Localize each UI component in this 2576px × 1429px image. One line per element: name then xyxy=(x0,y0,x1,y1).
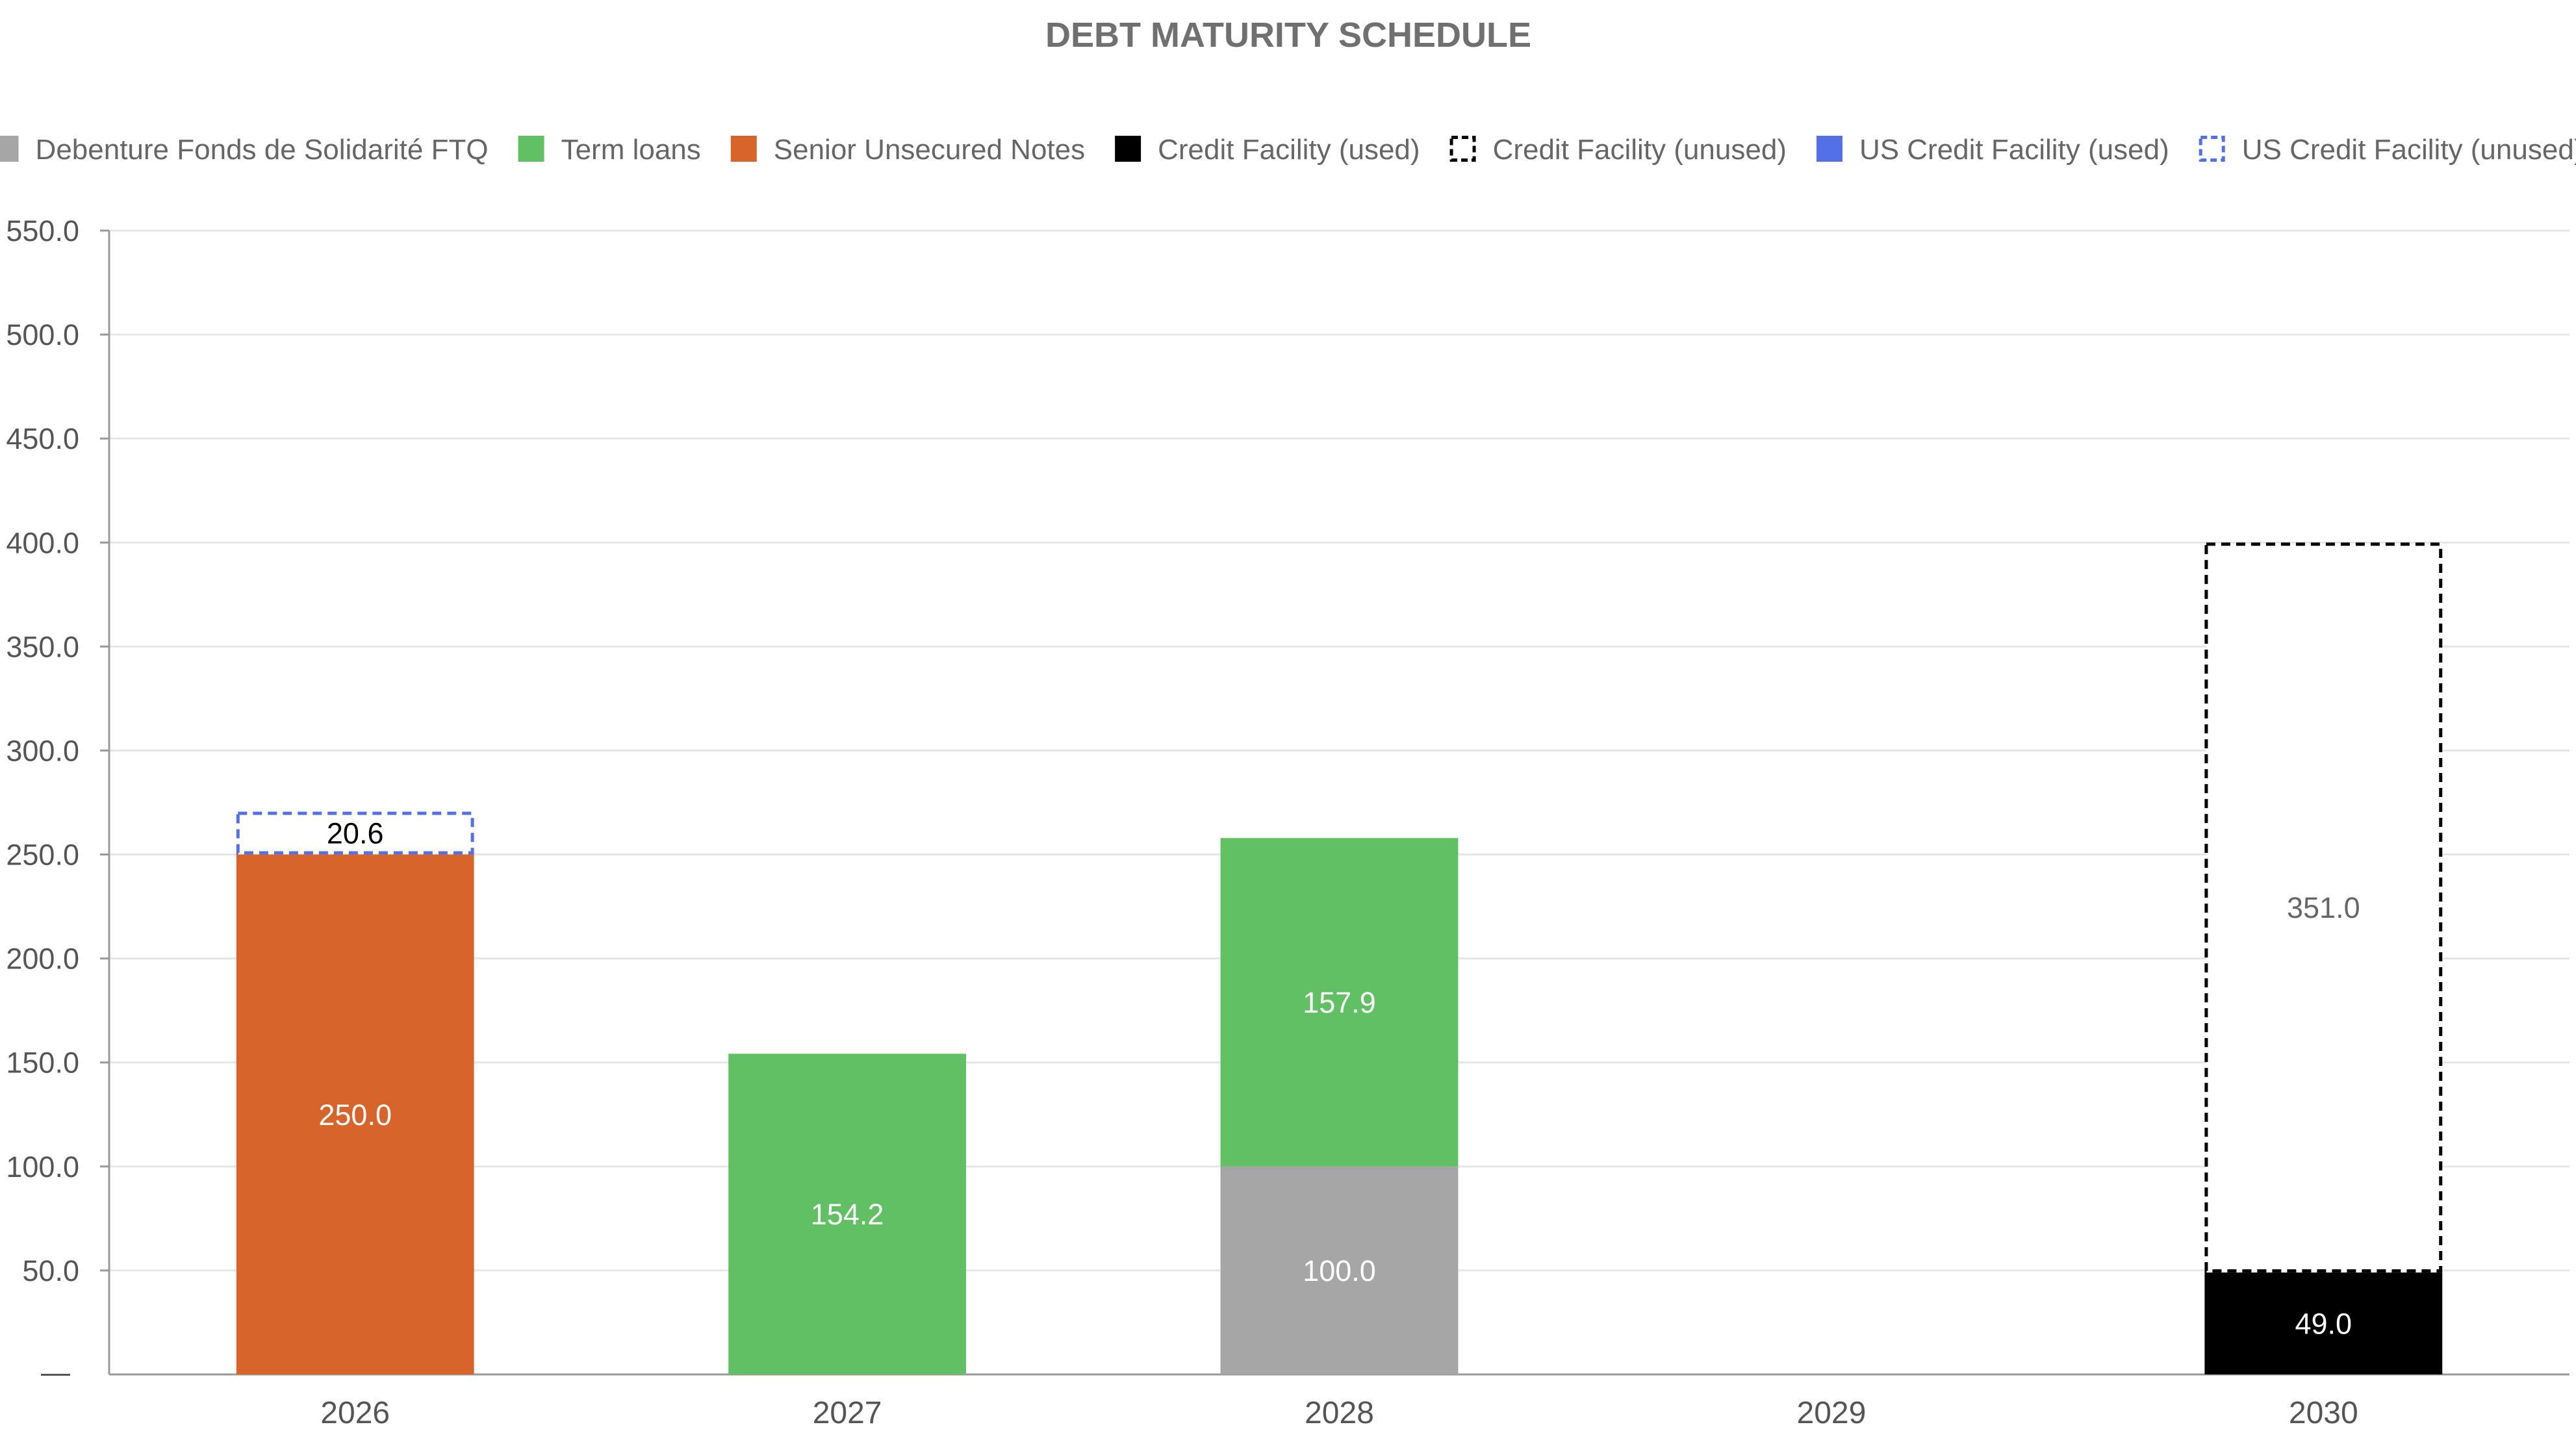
y-tick-label: 50.0 xyxy=(22,1254,79,1287)
bar-credit-facility-unused-2030 xyxy=(2204,542,2443,1273)
legend-item-debenture-fonds-de-solidarit-ftq[interactable]: Debenture Fonds de Solidarité FTQ xyxy=(0,134,489,166)
y-tick-label-zero: — xyxy=(41,1356,70,1389)
x-tick-label: 2030 xyxy=(2289,1396,2358,1429)
data-label-term-loans-2028: 157.9 xyxy=(1303,986,1376,1019)
data-label-us-credit-facility-unused-2026: 20.6 xyxy=(327,817,384,850)
y-tick-label: 400.0 xyxy=(6,526,79,559)
legend-swatch xyxy=(518,136,544,162)
bar-term-loans-2027 xyxy=(728,1054,967,1374)
legend-item-credit-facility-unused[interactable]: Credit Facility (unused) xyxy=(1449,134,1787,166)
x-tick-label: 2028 xyxy=(1305,1396,1374,1429)
legend-swatch xyxy=(2199,136,2225,162)
y-tick-label: 550.0 xyxy=(6,214,79,247)
y-tick-label: 200.0 xyxy=(6,942,79,976)
data-label-senior-unsecured-notes-2026: 250.0 xyxy=(318,1098,392,1132)
legend-item-credit-facility-used[interactable]: Credit Facility (used) xyxy=(1115,134,1420,166)
bar-debenture-fonds-de-solidarit-ftq-2028 xyxy=(1220,1166,1459,1374)
legend-label: US Credit Facility (unused) xyxy=(2242,134,2576,166)
legend-swatch xyxy=(1115,136,1141,162)
x-tick-label: 2026 xyxy=(320,1396,390,1429)
bar-credit-facility-used-2030 xyxy=(2204,1272,2443,1374)
data-label-term-loans-2027: 154.2 xyxy=(811,1198,884,1231)
bar-us-credit-facility-unused-2026 xyxy=(236,811,474,855)
legend-item-us-credit-facility-used[interactable]: US Credit Facility (used) xyxy=(1816,134,2169,166)
data-labels: 250.0 20.6 154.2 100.0 157.9 49.0 351.0 xyxy=(318,817,2360,1341)
legend-item-term-loans[interactable]: Term loans xyxy=(518,134,701,166)
legend-item-senior-unsecured-notes[interactable]: Senior Unsecured Notes xyxy=(730,134,1085,166)
data-label-debenture-fonds-de-solidarit-ftq-2028: 100.0 xyxy=(1303,1254,1376,1287)
y-tick-label: 250.0 xyxy=(6,839,79,872)
y-tick-label: 100.0 xyxy=(6,1150,79,1183)
legend-swatch xyxy=(1449,136,1476,162)
bars xyxy=(236,542,2443,1374)
y-tick-label: 500.0 xyxy=(6,318,79,351)
legend-label: Debenture Fonds de Solidarité FTQ xyxy=(36,134,489,166)
y-tick-label: 300.0 xyxy=(6,734,79,767)
x-tick-label: 2029 xyxy=(1797,1396,1867,1429)
x-tick-label: 2027 xyxy=(813,1396,882,1429)
y-tick-label: 350.0 xyxy=(6,630,79,663)
axes: 50.0 100.0 150.0 200.0 250.0 300.0 350.0 400.0 4… xyxy=(6,214,2570,1429)
legend-label: Term loans xyxy=(561,134,701,166)
legend-label: Credit Facility (unused) xyxy=(1493,134,1787,166)
bar-term-loans-2028 xyxy=(1220,838,1459,1167)
data-label-credit-facility-used-2030: 49.0 xyxy=(2295,1308,2353,1341)
chart-title: DEBT MATURITY SCHEDULE xyxy=(1045,16,1531,55)
legend-swatch xyxy=(0,136,19,162)
legend-swatch xyxy=(730,136,757,162)
bar-senior-unsecured-notes-2026 xyxy=(236,854,474,1374)
y-tick-label: 150.0 xyxy=(6,1046,79,1080)
legend: Debenture Fonds de Solidarité FTQ Term lo… xyxy=(0,134,2576,166)
legend-swatch xyxy=(1816,136,1843,162)
legend-label: Credit Facility (used) xyxy=(1158,134,1420,166)
y-tick-label: 450.0 xyxy=(6,422,79,455)
legend-label: US Credit Facility (used) xyxy=(1859,134,2169,166)
legend-label: Senior Unsecured Notes xyxy=(774,134,1085,166)
legend-item-us-credit-facility-unused[interactable]: US Credit Facility (unused) xyxy=(2199,134,2576,166)
data-label-credit-facility-unused-2030: 351.0 xyxy=(2287,891,2360,924)
